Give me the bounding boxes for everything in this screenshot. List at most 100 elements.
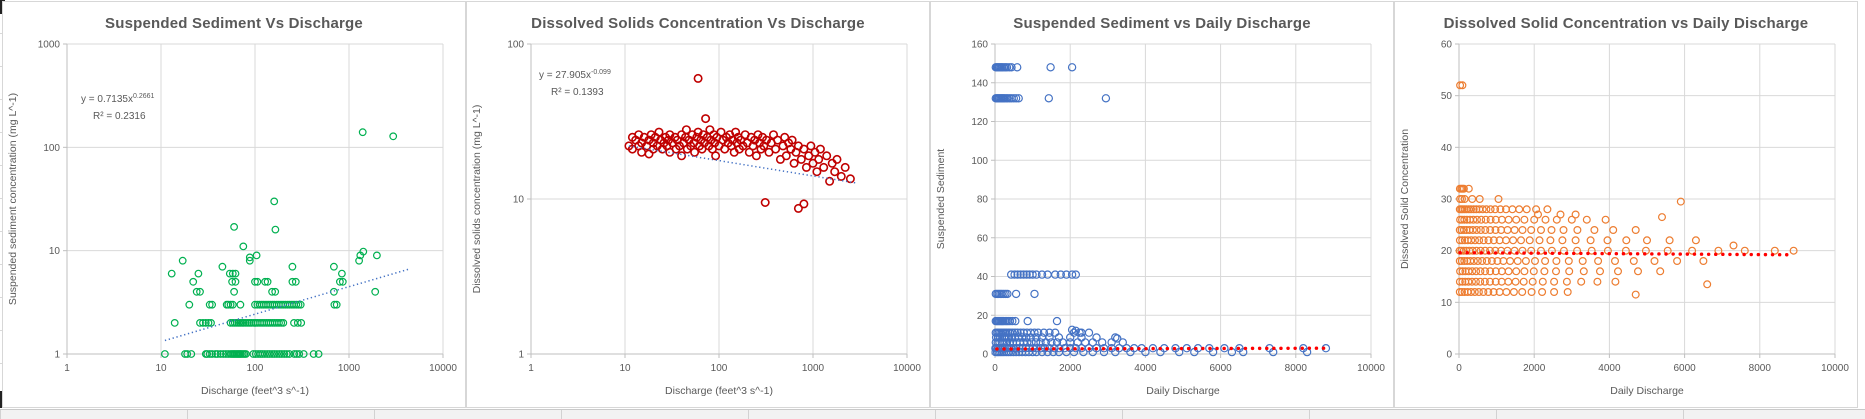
data-point — [1041, 338, 1051, 347]
x-tick-label: 2000 — [1523, 363, 1546, 374]
data-point — [1472, 226, 1481, 235]
data-point — [1552, 267, 1561, 276]
plot-area: 1 10 100 1000 1 10 100 1000 10000 — [38, 40, 458, 375]
data-point — [270, 197, 279, 206]
x-tick-label: 100 — [711, 363, 728, 374]
data-point — [1457, 195, 1466, 204]
data-point — [1479, 236, 1488, 245]
data-point — [170, 319, 179, 327]
data-point — [201, 319, 210, 327]
y-tick-label: 0 — [1446, 350, 1452, 361]
data-point — [637, 147, 647, 157]
data-point — [194, 269, 203, 278]
data-point — [192, 287, 201, 296]
chart-panel-dissolved-solids-log[interactable]: Dissolved Solids Concentration Vs Discha… — [466, 1, 930, 408]
data-point — [1485, 246, 1494, 255]
data-point — [1527, 288, 1536, 297]
data-point — [1596, 267, 1605, 276]
data-point — [1007, 333, 1017, 342]
data-point — [1030, 289, 1039, 299]
data-point — [1071, 270, 1080, 279]
data-point — [1097, 338, 1107, 347]
y-tick-label: 140 — [971, 78, 988, 89]
data-point — [1021, 333, 1031, 342]
data-point — [1458, 277, 1467, 286]
data-point — [812, 167, 822, 177]
data-point — [1012, 63, 1022, 72]
worksheet-row-gridlines — [0, 0, 3, 418]
data-point — [1614, 267, 1623, 276]
data-point — [245, 253, 254, 262]
data-point — [825, 176, 835, 186]
data-point — [1016, 328, 1025, 337]
data-point — [1496, 205, 1505, 214]
data-point — [1457, 288, 1466, 297]
chart-title: Suspended Sediment Vs Discharge — [105, 15, 363, 32]
data-point — [1688, 246, 1697, 255]
chart-panel-suspended-sediment-linear[interactable]: Suspended Sediment vs Daily Discharge Su… — [930, 1, 1394, 408]
data-point — [231, 269, 240, 278]
data-point — [1543, 205, 1552, 214]
x-axis-title: Discharge (feet^3 s^-1) — [201, 385, 309, 397]
data-point — [1456, 267, 1465, 276]
data-point — [1528, 277, 1537, 286]
data-point — [1457, 246, 1466, 255]
data-point — [677, 151, 687, 161]
data-point — [771, 144, 781, 154]
data-point — [1593, 277, 1602, 286]
data-point — [1010, 270, 1019, 279]
data-point — [1563, 288, 1572, 297]
y-tick-label: 20 — [1441, 246, 1453, 257]
data-point — [799, 199, 809, 209]
trendline-equation: y = 27.905x-0.099 R² = 0.1393 — [539, 69, 611, 98]
data-point — [1579, 267, 1588, 276]
data-point — [832, 154, 842, 164]
data-point — [1550, 277, 1559, 286]
data-point — [1518, 226, 1527, 235]
data-point — [1512, 267, 1521, 276]
data-point — [1065, 333, 1075, 342]
data-point — [1609, 226, 1618, 235]
equation-r2: R² = 0.1393 — [551, 87, 604, 98]
data-point — [295, 350, 304, 358]
y-tick-label: 30 — [1441, 195, 1453, 206]
chart-panel-suspended-sediment-log[interactable]: Suspended Sediment Vs Discharge Suspende… — [2, 1, 466, 408]
chart-panel-dissolved-solid-linear[interactable]: Dissolved Solid Concentration vs Daily D… — [1394, 1, 1858, 408]
data-point — [1071, 344, 1080, 353]
data-point — [1458, 236, 1467, 245]
data-point — [1590, 226, 1599, 235]
data-point — [1535, 236, 1544, 245]
x-tick-label: 0 — [992, 363, 998, 374]
data-point — [1476, 277, 1485, 286]
data-point — [1611, 277, 1620, 286]
data-point — [1009, 347, 1018, 357]
data-point — [1032, 270, 1041, 279]
data-point — [260, 350, 269, 358]
data-point — [338, 277, 347, 286]
data-point — [1088, 338, 1097, 347]
y-tick-label: 10 — [513, 195, 525, 206]
trendline-equation: y = 0.7135x0.2661 R² = 0.2316 — [81, 93, 155, 122]
x-tick-label: 10 — [155, 363, 167, 374]
data-point — [1052, 316, 1062, 326]
x-tick-label: 8000 — [1285, 363, 1308, 374]
y-tick-label: 40 — [1441, 143, 1453, 154]
data-point — [1466, 257, 1475, 266]
data-point — [1573, 226, 1582, 235]
y-tick-label: 1 — [518, 350, 524, 361]
data-point — [285, 350, 294, 358]
trendline — [995, 346, 1332, 351]
data-point — [241, 350, 250, 358]
data-point — [1008, 316, 1017, 326]
data-point — [280, 350, 289, 358]
data-point — [1541, 215, 1550, 224]
data-point — [205, 300, 214, 309]
data-point — [282, 350, 291, 358]
data-point — [1567, 215, 1576, 224]
data-point — [1521, 257, 1530, 266]
data-point — [261, 277, 270, 286]
data-point — [1789, 246, 1798, 255]
data-point — [297, 319, 306, 327]
data-point — [1547, 226, 1556, 235]
data-point — [1011, 347, 1021, 357]
